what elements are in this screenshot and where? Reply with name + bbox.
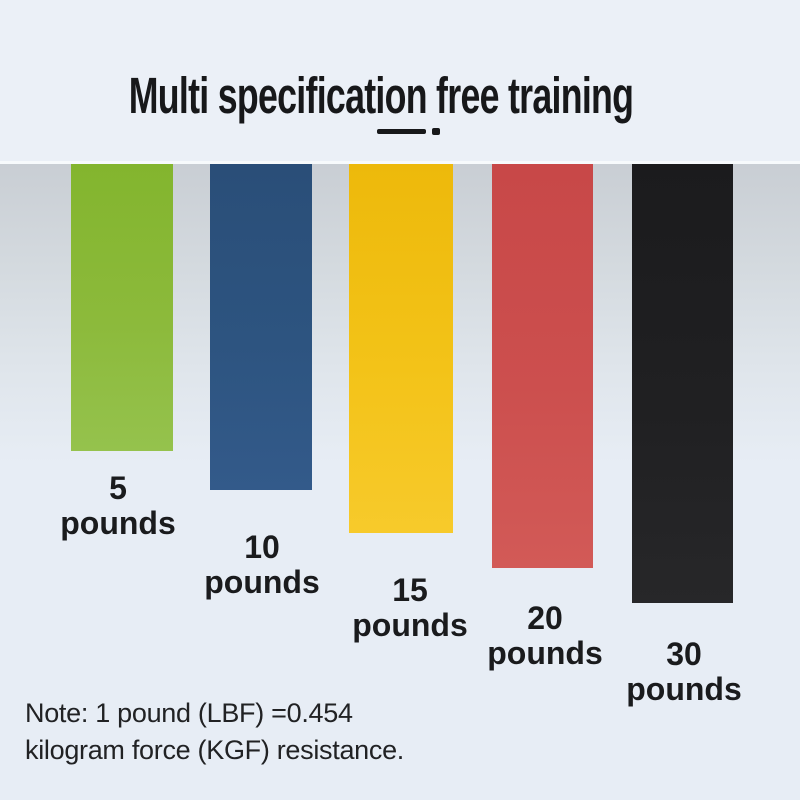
- band-bar-20lb: [492, 164, 593, 568]
- band-unit: pounds: [204, 564, 320, 600]
- band-label-10lb: 10 pounds: [204, 530, 320, 600]
- band-unit: pounds: [60, 505, 176, 541]
- band-value: 5: [109, 470, 127, 506]
- band-bar-15lb: [349, 164, 453, 533]
- band-unit: pounds: [487, 635, 603, 671]
- band-label-30lb: 30 pounds: [626, 637, 742, 707]
- band-label-20lb: 20 pounds: [487, 601, 603, 671]
- title-underline: [8, 126, 800, 136]
- band-value: 20: [527, 600, 563, 636]
- band-unit: pounds: [352, 607, 468, 643]
- conversion-note: Note: 1 pound (LBF) =0.454 kilogram forc…: [25, 695, 404, 769]
- band-label-15lb: 15 pounds: [352, 573, 468, 643]
- hang-rail-line: [0, 161, 800, 164]
- header-background: [0, 0, 800, 161]
- band-label-5lb: 5 pounds: [60, 471, 176, 541]
- band-bar-10lb: [210, 164, 312, 490]
- page-title: Multi specification free training: [128, 67, 634, 125]
- band-bar-5lb: [71, 164, 173, 451]
- dash-decoration: [376, 128, 426, 134]
- band-unit: pounds: [626, 671, 742, 707]
- band-bar-30lb: [632, 164, 733, 603]
- band-value: 10: [244, 529, 280, 565]
- note-line-1: Note: 1 pound (LBF) =0.454: [25, 698, 353, 728]
- dot-decoration: [431, 127, 440, 135]
- note-line-2: kilogram force (KGF) resistance.: [25, 735, 404, 765]
- band-value: 30: [666, 636, 702, 672]
- band-value: 15: [392, 572, 428, 608]
